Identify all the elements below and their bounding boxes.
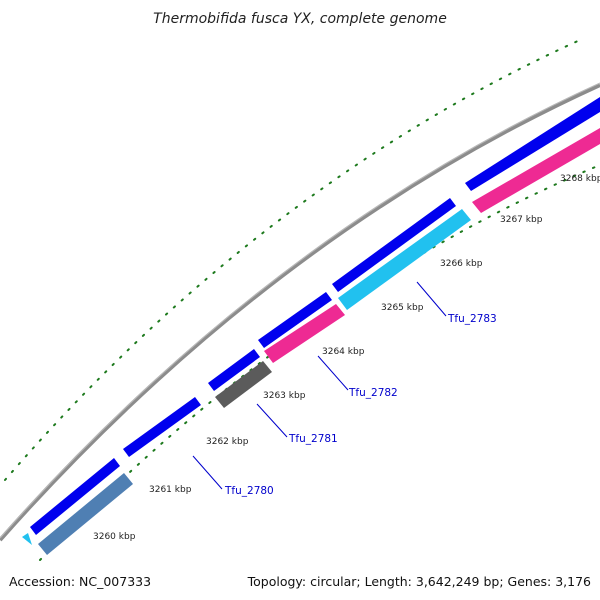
cds-reverse-gray	[215, 361, 272, 408]
tick-label: 3266 kbp	[440, 259, 483, 269]
forward-cds-track	[30, 97, 600, 535]
reverse-cds-track	[22, 128, 600, 555]
tick-label: 3264 kbp	[322, 347, 365, 357]
gene-label-tfu-2781[interactable]: Tfu_2781	[288, 433, 338, 445]
cds-forward-3	[208, 349, 260, 391]
cds-reverse-pink-2	[472, 128, 600, 213]
accession-text: Accession: NC_007333	[9, 574, 151, 589]
tick-label: 3263 kbp	[263, 391, 306, 401]
cds-reverse-steelblue	[38, 473, 133, 555]
gene-label-tfu-2783[interactable]: Tfu_2783	[447, 313, 497, 325]
map-title: Thermobifida fusca YX, complete genome	[153, 11, 447, 27]
cds-forward-1	[30, 458, 120, 535]
tick-label: 3267 kbp	[500, 215, 543, 225]
gene-label-tfu-2780[interactable]: Tfu_2780	[224, 485, 274, 497]
cds-forward-4	[258, 292, 332, 348]
summary-text: Topology: circular; Length: 3,642,249 bp…	[247, 574, 591, 589]
tick-label: 3268 kbp	[560, 174, 600, 184]
gene-label-tfu-2782[interactable]: Tfu_2782	[348, 387, 398, 399]
cds-reverse-cyan	[338, 209, 471, 310]
tick-label: 3265 kbp	[381, 303, 424, 313]
cds-forward-5	[332, 198, 456, 292]
gene-labels: Tfu_2780 Tfu_2781 Tfu_2782 Tfu_2783	[224, 313, 497, 497]
backbone	[0, 82, 600, 542]
tick-label: 3260 kbp	[93, 532, 136, 542]
label-leaders	[192, 281, 447, 490]
tick-label: 3261 kbp	[149, 485, 192, 495]
cds-reverse-cyan-small	[22, 533, 32, 545]
tick-label: 3262 kbp	[206, 437, 249, 447]
cds-forward-2	[123, 397, 201, 457]
cds-reverse-pink-1	[264, 304, 345, 363]
cds-forward-6	[465, 97, 600, 191]
tick-labels: 3260 kbp 3261 kbp 3262 kbp 3263 kbp 3264…	[93, 174, 600, 542]
